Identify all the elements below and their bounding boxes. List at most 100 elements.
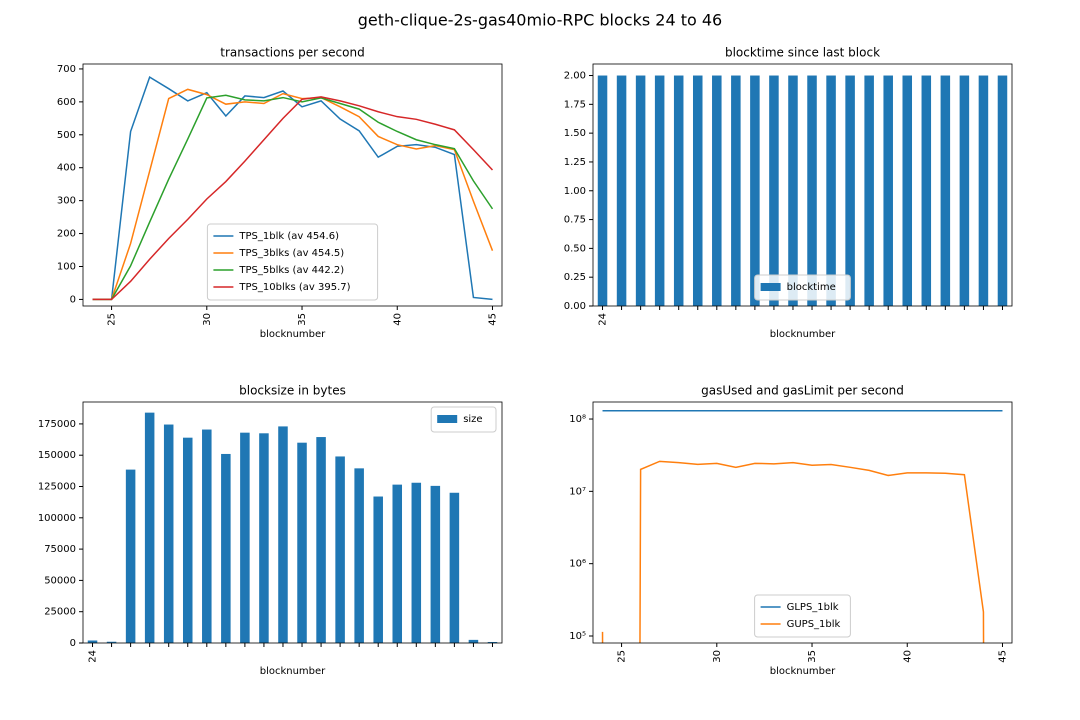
line <box>92 94 494 301</box>
chart-title: gasUsed and gasLimit per second <box>701 384 904 398</box>
bar <box>221 453 231 643</box>
bar <box>788 75 798 306</box>
y-tick-label: 300 <box>57 196 76 207</box>
bar <box>731 75 741 306</box>
y-tick-label: 0.75 <box>564 215 586 226</box>
bar <box>392 484 403 643</box>
bar <box>940 75 951 306</box>
x-axis-label: blocknumber <box>770 329 836 340</box>
bar <box>316 437 326 643</box>
plot-area <box>601 410 1003 643</box>
legend-box <box>430 406 497 433</box>
bar <box>411 482 422 643</box>
bar <box>259 433 269 643</box>
x-axis-label: blocknumber <box>260 666 326 677</box>
bar <box>468 639 479 643</box>
legend-swatch <box>760 283 781 291</box>
x-tick-label: 35 <box>297 313 308 326</box>
x-axis-label: blocknumber <box>770 666 836 677</box>
x-tick-label: 24 <box>88 650 99 663</box>
bar <box>278 426 288 643</box>
bar <box>826 75 836 306</box>
y-tick-label: 200 <box>57 229 76 240</box>
chart-title: transactions per second <box>220 46 364 60</box>
y-tick-label: 1.75 <box>564 99 586 110</box>
y-tick-label: 600 <box>57 97 76 108</box>
x-tick-label: 25 <box>107 313 118 326</box>
y-tick-label: 100 <box>57 261 76 272</box>
x-tick-label: 30 <box>712 650 723 663</box>
line <box>92 88 494 301</box>
x-tick-label: 40 <box>902 650 913 663</box>
plot-area <box>92 76 494 301</box>
legend-box <box>754 594 851 638</box>
legend-label: GLPS_1blk <box>787 602 839 613</box>
y-tick-label: 1.25 <box>564 157 586 168</box>
plot-area <box>597 75 1008 306</box>
legend-label: blocktime <box>787 282 836 293</box>
axes-frame <box>592 401 1013 644</box>
y-tick-label: 1.50 <box>564 128 586 139</box>
bar <box>750 75 760 306</box>
x-tick-label: 40 <box>392 313 403 326</box>
x-axis-label: blocknumber <box>260 329 326 340</box>
y-tick-label: 10⁶ <box>569 559 586 570</box>
axes-frame <box>82 63 503 307</box>
y-tick-label: 700 <box>57 64 76 75</box>
bar <box>335 456 345 643</box>
y-tick-label: 10⁵ <box>569 631 586 642</box>
line <box>92 96 494 301</box>
bar <box>430 485 441 643</box>
bar <box>182 437 193 643</box>
legend-label: TPS_5blks (av 442.2) <box>238 265 344 276</box>
y-tick-label: 2.00 <box>564 71 586 82</box>
line <box>92 76 493 301</box>
bar <box>616 75 627 306</box>
legend-label: TPS_1blk (av 454.6) <box>238 231 339 242</box>
bar <box>712 75 722 306</box>
bar <box>845 75 855 306</box>
legend-box <box>206 223 379 301</box>
bar <box>654 75 665 306</box>
axes-frame <box>592 63 1013 307</box>
y-tick-label: 100000 <box>38 513 76 524</box>
y-tick-label: 0.00 <box>564 301 586 312</box>
chart-title: blocktime since last block <box>725 46 880 60</box>
y-tick-label: 500 <box>57 130 76 141</box>
legend-label: size <box>463 414 482 425</box>
bar <box>354 468 364 643</box>
bar <box>163 424 174 643</box>
x-tick-label: 45 <box>997 650 1008 663</box>
axes-frame <box>82 401 503 644</box>
y-tick-label: 1.00 <box>564 186 586 197</box>
y-tick-label: 0 <box>70 638 76 649</box>
x-tick-label: 24 <box>598 313 609 326</box>
bar <box>692 75 703 306</box>
y-tick-label: 0.25 <box>564 272 586 283</box>
legend-label: TPS_3blks (av 454.5) <box>238 248 344 259</box>
bar <box>635 75 646 306</box>
bar <box>487 641 498 643</box>
y-tick-label: 0 <box>70 294 76 305</box>
bar <box>297 442 307 643</box>
x-tick-label: 30 <box>202 313 213 326</box>
bar <box>921 75 932 306</box>
bar <box>202 429 212 643</box>
legend-label: GUPS_1blk <box>787 619 841 630</box>
bar <box>959 75 970 306</box>
bar <box>449 492 460 643</box>
y-tick-label: 75000 <box>44 544 76 555</box>
x-tick-label: 35 <box>807 650 818 663</box>
legend-box <box>754 274 851 301</box>
bar <box>373 496 383 643</box>
bar <box>864 75 874 306</box>
legend-label: TPS_10blks (av 395.7) <box>238 282 350 293</box>
y-tick-label: 25000 <box>44 607 76 618</box>
bar <box>144 412 155 643</box>
legend-swatch <box>437 415 458 423</box>
y-tick-label: 175000 <box>38 419 76 430</box>
bar <box>883 75 893 306</box>
bar <box>997 75 1008 306</box>
plot-area <box>87 412 498 643</box>
